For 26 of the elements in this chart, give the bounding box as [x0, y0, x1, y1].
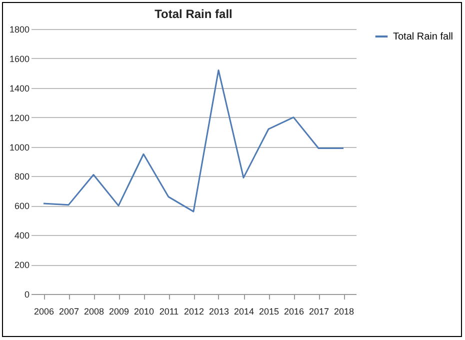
x-tick-label: 2015: [258, 306, 280, 316]
chart-title: Total Rain fall: [154, 7, 232, 21]
y-tick-label: 0: [24, 290, 30, 300]
x-tick-label: 2010: [134, 306, 154, 316]
y-tick-label: 600: [14, 201, 30, 212]
x-tick-label: 2011: [159, 306, 179, 316]
x-tick-label: 2012: [184, 306, 204, 316]
x-tick-label: 2016: [284, 306, 304, 316]
y-tick-label: 1200: [9, 112, 30, 123]
y-tick-label: 400: [14, 230, 30, 241]
x-tick-label: 2018: [334, 306, 354, 316]
legend-label: Total Rain fall: [393, 32, 454, 42]
x-tick-label: 2017: [308, 306, 330, 316]
x-tick-label: 2013: [208, 306, 230, 316]
y-tick-label: 800: [14, 172, 30, 182]
y-tick-label: 1000: [9, 142, 30, 152]
x-tick-label: 2008: [84, 306, 104, 316]
y-tick-label: 1800: [9, 24, 30, 34]
x-tick-label: 2009: [108, 306, 130, 316]
line-series: [42, 69, 344, 212]
y-tick-label: 1600: [9, 54, 30, 64]
x-tick-label: 2007: [58, 306, 80, 316]
x-tick-label: 2006: [34, 306, 54, 316]
y-tick-label: 1400: [9, 83, 30, 94]
x-tick-label: 2014: [234, 306, 254, 316]
y-tick-label: 200: [14, 260, 30, 270]
